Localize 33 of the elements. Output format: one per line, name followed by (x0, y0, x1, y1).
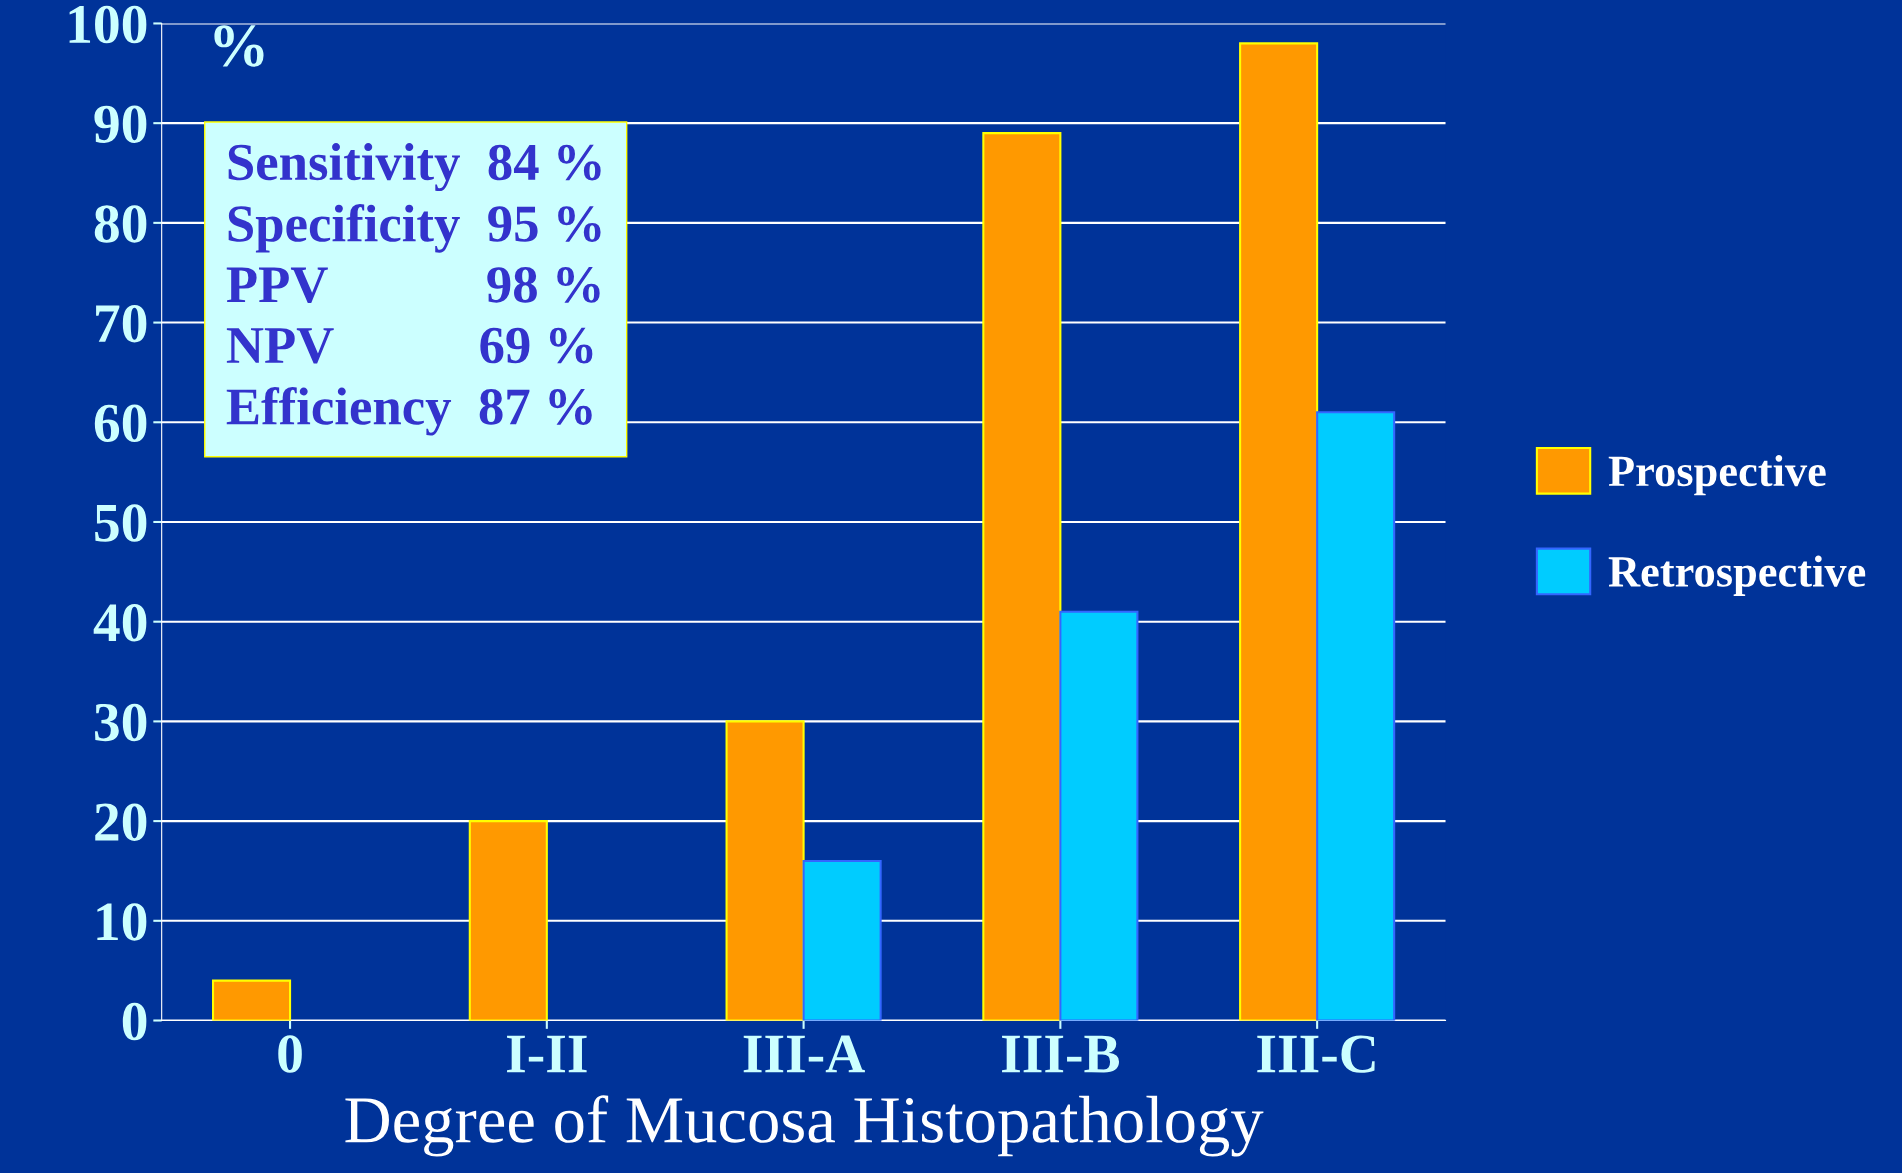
x-tick-label: 0 (278, 1035, 302, 1073)
annotation: Specificity 95 % (228, 204, 601, 253)
bar (211, 979, 292, 1021)
annotation: NPV 69 % (226, 327, 593, 364)
y-tick-label: 70 (96, 304, 147, 343)
x-tick-label: I-II (507, 1035, 587, 1073)
y-tick-label: 30 (95, 703, 147, 742)
y-axis-title: % (214, 25, 264, 67)
bar (1316, 411, 1396, 1021)
bar (1059, 610, 1139, 1021)
y-tick-label: 20 (95, 803, 147, 841)
annotation: PPV 98 % (226, 267, 600, 303)
y-tick-label: 100 (69, 5, 147, 44)
bar (468, 820, 548, 1021)
y-tick-label: 40 (93, 604, 147, 642)
bar (982, 132, 1062, 1021)
y-tick-label: 0 (122, 1002, 147, 1041)
x-tick-label: III-B (1002, 1035, 1120, 1073)
y-tick-label: 80 (94, 205, 147, 243)
bar (1239, 42, 1319, 1021)
annotation: Efficiency 87 % (226, 387, 592, 436)
bar (725, 720, 805, 1021)
legend-label: Retrospective (1608, 555, 1866, 596)
y-tick-label: 50 (95, 504, 147, 542)
y-tick-label: 60 (94, 404, 147, 443)
x-tick-label: III-C (1257, 1035, 1375, 1073)
y-tick-label: 90 (94, 105, 147, 143)
legend-label: Prospective (1608, 455, 1826, 496)
annotation: Sensitivity 84 % (228, 143, 601, 192)
x-axis-title: Degree of Mucosa Histopathology (345, 1095, 1264, 1157)
bar (802, 859, 882, 1021)
x-tick-label: III-A (743, 1035, 865, 1073)
y-tick-label: 10 (97, 903, 147, 941)
